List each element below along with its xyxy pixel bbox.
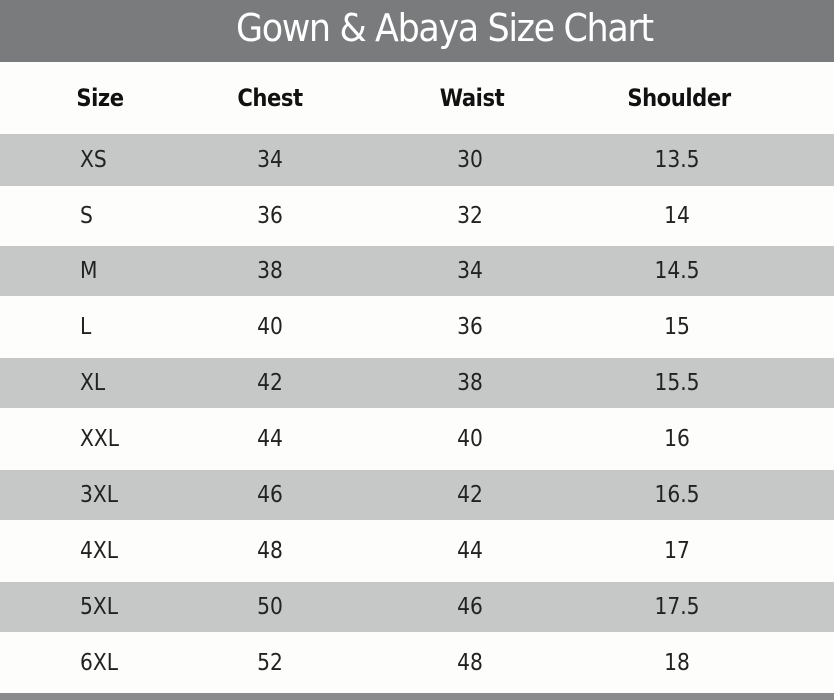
- table-row: M 38 34 14.5: [0, 246, 834, 296]
- cell-size: 4XL: [80, 538, 119, 564]
- cell-chest: 40: [257, 314, 283, 340]
- cell-waist: 44: [457, 538, 483, 564]
- cell-size: L: [80, 314, 92, 340]
- table-row: L 40 36 15: [0, 296, 834, 358]
- cell-chest: 36: [257, 203, 283, 229]
- cell-waist: 36: [457, 314, 483, 340]
- cell-chest: 48: [257, 538, 283, 564]
- cell-waist: 46: [457, 594, 483, 620]
- cell-size: XS: [80, 147, 107, 173]
- cell-shoulder: 15.5: [654, 370, 700, 396]
- table-row: XL 42 38 15.5: [0, 358, 834, 408]
- cell-waist: 40: [457, 426, 483, 452]
- header-waist: Waist: [439, 84, 505, 112]
- cell-shoulder: 17: [664, 538, 690, 564]
- title-bar: Gown & Abaya Size Chart: [0, 0, 834, 62]
- cell-chest: 52: [257, 649, 283, 676]
- cell-waist: 42: [457, 482, 483, 508]
- chart-title: Gown & Abaya Size Chart: [236, 6, 654, 50]
- cell-shoulder: 18: [664, 649, 690, 676]
- cell-shoulder: 14: [664, 203, 690, 229]
- cell-size: M: [80, 258, 98, 284]
- bottom-bar: [0, 693, 834, 700]
- cell-chest: 42: [257, 370, 283, 396]
- cell-waist: 30: [457, 147, 483, 173]
- cell-size: 6XL: [80, 649, 119, 676]
- table-row: 5XL 50 46 17.5: [0, 582, 834, 632]
- header-shoulder: Shoulder: [627, 84, 731, 112]
- cell-chest: 50: [257, 594, 283, 620]
- header-size: Size: [76, 84, 124, 112]
- cell-size: S: [80, 203, 93, 229]
- cell-waist: 38: [457, 370, 483, 396]
- cell-waist: 32: [457, 203, 483, 229]
- cell-chest: 34: [257, 147, 283, 173]
- cell-waist: 34: [457, 258, 483, 284]
- table-row: XXL 44 40 16: [0, 408, 834, 470]
- cell-shoulder: 15: [664, 314, 690, 340]
- cell-size: XXL: [80, 426, 120, 452]
- cell-shoulder: 17.5: [654, 594, 700, 620]
- header-chest: Chest: [237, 84, 303, 112]
- cell-waist: 48: [457, 649, 483, 676]
- cell-shoulder: 13.5: [654, 147, 700, 173]
- table-row: 3XL 46 42 16.5: [0, 470, 834, 520]
- cell-chest: 44: [257, 426, 283, 452]
- cell-size: 3XL: [80, 482, 119, 508]
- table-row: S 36 32 14: [0, 186, 834, 246]
- cell-size: 5XL: [80, 594, 119, 620]
- table-row: 4XL 48 44 17: [0, 520, 834, 582]
- cell-shoulder: 16.5: [654, 482, 700, 508]
- cell-shoulder: 16: [664, 426, 690, 452]
- table-header: Size Chest Waist Shoulder: [0, 62, 834, 134]
- cell-shoulder: 14.5: [654, 258, 700, 284]
- cell-size: XL: [80, 370, 106, 396]
- table-row: XS 34 30 13.5: [0, 134, 834, 186]
- table-row: 6XL 52 48 18: [0, 632, 834, 693]
- cell-chest: 38: [257, 258, 283, 284]
- cell-chest: 46: [257, 482, 283, 508]
